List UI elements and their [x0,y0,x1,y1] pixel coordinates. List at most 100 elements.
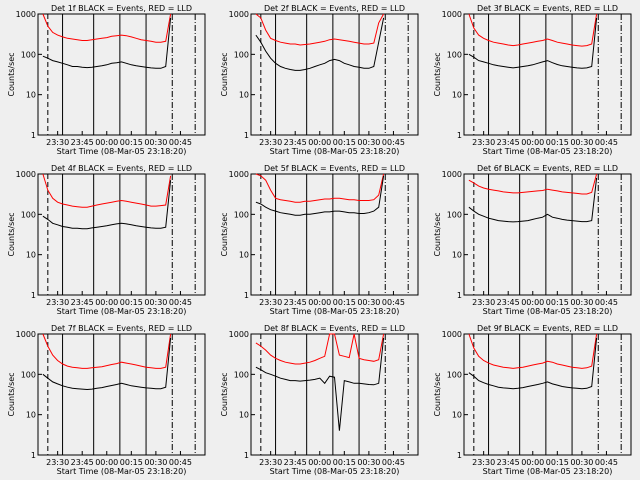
x-tick-label: 23:30 [472,458,495,467]
y-tick-label: 10 [26,91,36,100]
series-line [42,173,172,208]
x-tick-label: 23:45 [284,138,307,147]
x-tick-label: 00:30 [357,298,380,307]
chart-panel: 1 10 100 1000 23:30 23:45 00:00 00:15 00:30 00:45… [7,164,206,316]
y-tick-label: 100 [21,370,36,379]
chart-panel: 1 10 100 1000 23:30 23:45 00:00 00:15 00:30 00:45… [220,324,419,476]
y-axis-label: Counts/sec [7,372,16,416]
y-tick-label: 1 [457,291,462,300]
plot-frame [463,333,632,456]
x-tick-label: 23:30 [46,138,69,147]
series-line [255,17,385,71]
x-tick-label: 00:45 [595,138,618,147]
y-tick-label: 1000 [442,170,462,179]
x-axis-label: Start Time (08-Mar-05 23:18:20) [483,147,613,156]
chart-panel: 1 10 100 1000 23:30 23:45 00:00 00:15 00:30 00:45… [7,4,206,156]
x-tick-label: 00:45 [382,138,405,147]
plot-frame [463,13,632,136]
chart-title: Det 3f BLACK = Events, RED = LLD [477,4,618,13]
x-tick-label: 23:45 [71,298,94,307]
y-tick-label: 100 [21,210,36,219]
x-tick-label: 00:30 [144,458,167,467]
x-axis-label: Start Time (08-Mar-05 23:18:20) [57,307,187,316]
x-axis-label: Start Time (08-Mar-05 23:18:20) [57,467,187,476]
x-tick-label: 00:00 [521,298,544,307]
y-axis-label: Counts/sec [7,212,16,256]
y-tick-label: 100 [447,50,462,59]
x-tick-label: 00:15 [120,298,143,307]
y-axis-label: Counts/sec [433,372,442,416]
x-tick-label: 00:15 [333,298,356,307]
x-tick-label: 23:30 [259,138,282,147]
y-tick-label: 1000 [229,10,249,19]
y-axis-label: Counts/sec [7,52,16,96]
x-tick-label: 00:45 [169,138,192,147]
chart-title: Det 7f BLACK = Events, RED = LLD [51,324,192,333]
series-line [255,173,385,203]
x-tick-label: 00:00 [521,138,544,147]
plot-frame [37,173,206,296]
y-tick-label: 1000 [16,170,36,179]
chart-title: Det 9f BLACK = Events, RED = LLD [477,324,618,333]
y-tick-label: 10 [239,251,249,260]
x-tick-label: 00:15 [120,138,143,147]
chart-panel: 1 10 100 1000 23:30 23:45 00:00 00:15 00:30 00:45… [7,324,206,476]
series-line [42,17,172,69]
chart-panel: 1 10 100 1000 23:30 23:45 00:00 00:15 00:30 00:45… [220,164,419,316]
y-tick-label: 100 [234,50,249,59]
x-tick-label: 23:45 [497,458,520,467]
y-tick-label: 1000 [16,10,36,19]
plot-frame [250,13,419,136]
y-tick-label: 10 [26,251,36,260]
plot-frame [463,173,632,296]
x-tick-label: 00:00 [308,138,331,147]
y-axis-label: Counts/sec [220,52,229,96]
y-tick-label: 10 [26,411,36,420]
y-tick-label: 1 [244,131,249,140]
y-tick-label: 10 [239,411,249,420]
x-tick-label: 00:45 [169,298,192,307]
x-axis-label: Start Time (08-Mar-05 23:18:20) [483,467,613,476]
chart-title: Det 8f BLACK = Events, RED = LLD [264,324,405,333]
y-tick-label: 100 [234,210,249,219]
x-tick-label: 00:45 [595,298,618,307]
chart-title: Det 2f BLACK = Events, RED = LLD [264,4,405,13]
series-line [468,337,598,390]
y-tick-label: 10 [452,251,462,260]
y-tick-label: 100 [234,370,249,379]
chart-panel: 1 10 100 1000 23:30 23:45 00:00 00:15 00:30 00:45… [433,324,632,476]
y-axis-label: Counts/sec [433,52,442,96]
series-line [468,177,598,223]
y-tick-label: 1 [31,131,36,140]
x-tick-label: 00:30 [570,298,593,307]
chart-panel: 1 10 100 1000 23:30 23:45 00:00 00:15 00:30 00:45… [220,4,419,156]
plot-frame [37,333,206,456]
x-tick-label: 23:30 [472,298,495,307]
y-axis-label: Counts/sec [220,212,229,256]
x-tick-label: 23:45 [284,458,307,467]
y-tick-label: 1 [457,131,462,140]
x-tick-label: 23:45 [284,298,307,307]
x-tick-label: 00:30 [357,138,380,147]
chart-panel: 1 10 100 1000 23:30 23:45 00:00 00:15 00:30 00:45… [433,164,632,316]
x-tick-label: 00:15 [546,298,569,307]
x-tick-label: 00:30 [570,138,593,147]
x-tick-label: 00:00 [95,458,118,467]
y-tick-label: 1 [244,291,249,300]
y-tick-label: 100 [21,50,36,59]
x-tick-label: 23:30 [472,138,495,147]
x-tick-label: 23:30 [46,298,69,307]
chart-title: Det 5f BLACK = Events, RED = LLD [264,164,405,173]
x-tick-label: 00:15 [333,138,356,147]
y-tick-label: 1000 [229,170,249,179]
y-tick-label: 1000 [16,330,36,339]
y-tick-label: 100 [447,370,462,379]
x-axis-label: Start Time (08-Mar-05 23:18:20) [270,467,400,476]
x-tick-label: 00:00 [308,458,331,467]
y-axis-label: Counts/sec [433,212,442,256]
x-tick-label: 00:30 [570,458,593,467]
x-tick-label: 00:00 [95,298,118,307]
x-tick-label: 00:15 [333,458,356,467]
